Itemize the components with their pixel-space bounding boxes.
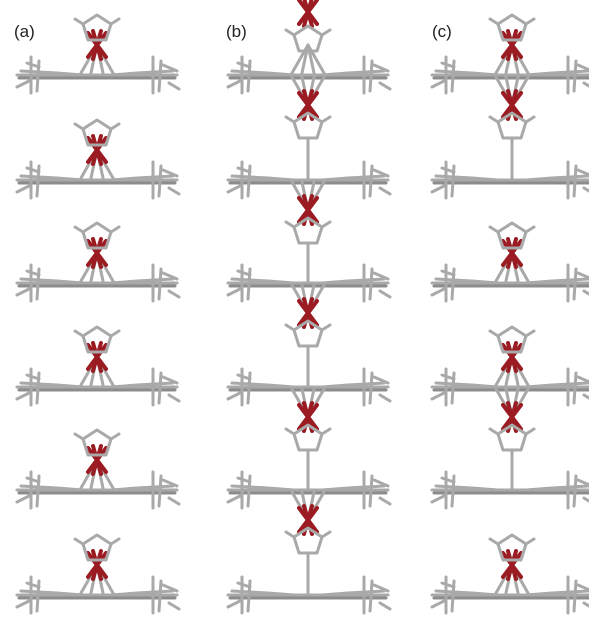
- cp-ring: [490, 223, 534, 248]
- cp-ring: [75, 15, 119, 40]
- metal-center: [503, 403, 521, 431]
- porphyrin: [432, 57, 589, 93]
- metal-center: [299, 506, 317, 534]
- metal-center: [88, 239, 106, 267]
- porphyrin: [17, 577, 179, 613]
- cp-ring: [75, 327, 119, 352]
- cp-ring: [490, 327, 534, 352]
- panel-label: (a): [14, 22, 35, 41]
- panel-label: (b): [226, 22, 247, 41]
- porphyrin: [17, 162, 179, 198]
- metal-center: [299, 0, 317, 26]
- cp-ring: [286, 113, 330, 138]
- metal-center: [88, 31, 106, 59]
- panel-label: (c): [432, 22, 452, 41]
- cp-ring: [490, 15, 534, 40]
- cp-ring: [286, 218, 330, 243]
- metal-center: [503, 91, 521, 119]
- metal-center: [88, 136, 106, 164]
- metal-center: [503, 31, 521, 59]
- porphyrin: [228, 57, 390, 93]
- metal-center: [299, 299, 317, 327]
- cp-ring: [75, 120, 119, 145]
- porphyrin: [17, 369, 179, 405]
- cp-ring: [490, 425, 534, 450]
- cp-ring: [75, 223, 119, 248]
- porphyrin: [17, 472, 179, 508]
- molecule-layer: [17, 0, 589, 613]
- cp-ring: [286, 321, 330, 346]
- porphyrin: [432, 265, 589, 301]
- cp-ring: [75, 535, 119, 560]
- metal-center: [299, 91, 317, 119]
- figure: (a) (b) (c): [0, 0, 589, 619]
- porphyrin: [432, 577, 589, 613]
- porphyrin: [17, 265, 179, 301]
- cp-ring: [490, 535, 534, 560]
- metal-center: [503, 551, 521, 579]
- metal-center: [503, 343, 521, 371]
- metal-center: [88, 446, 106, 474]
- porphyrin: [17, 57, 179, 93]
- cp-ring: [490, 113, 534, 138]
- cp-ring: [286, 425, 330, 450]
- bond-cone: [292, 45, 324, 73]
- cp-ring: [286, 528, 330, 553]
- metal-center: [88, 343, 106, 371]
- cp-ring: [75, 430, 119, 455]
- porphyrin: [432, 369, 589, 405]
- metal-center: [299, 196, 317, 224]
- metal-center: [88, 551, 106, 579]
- metal-center: [503, 239, 521, 267]
- metal-center: [299, 403, 317, 431]
